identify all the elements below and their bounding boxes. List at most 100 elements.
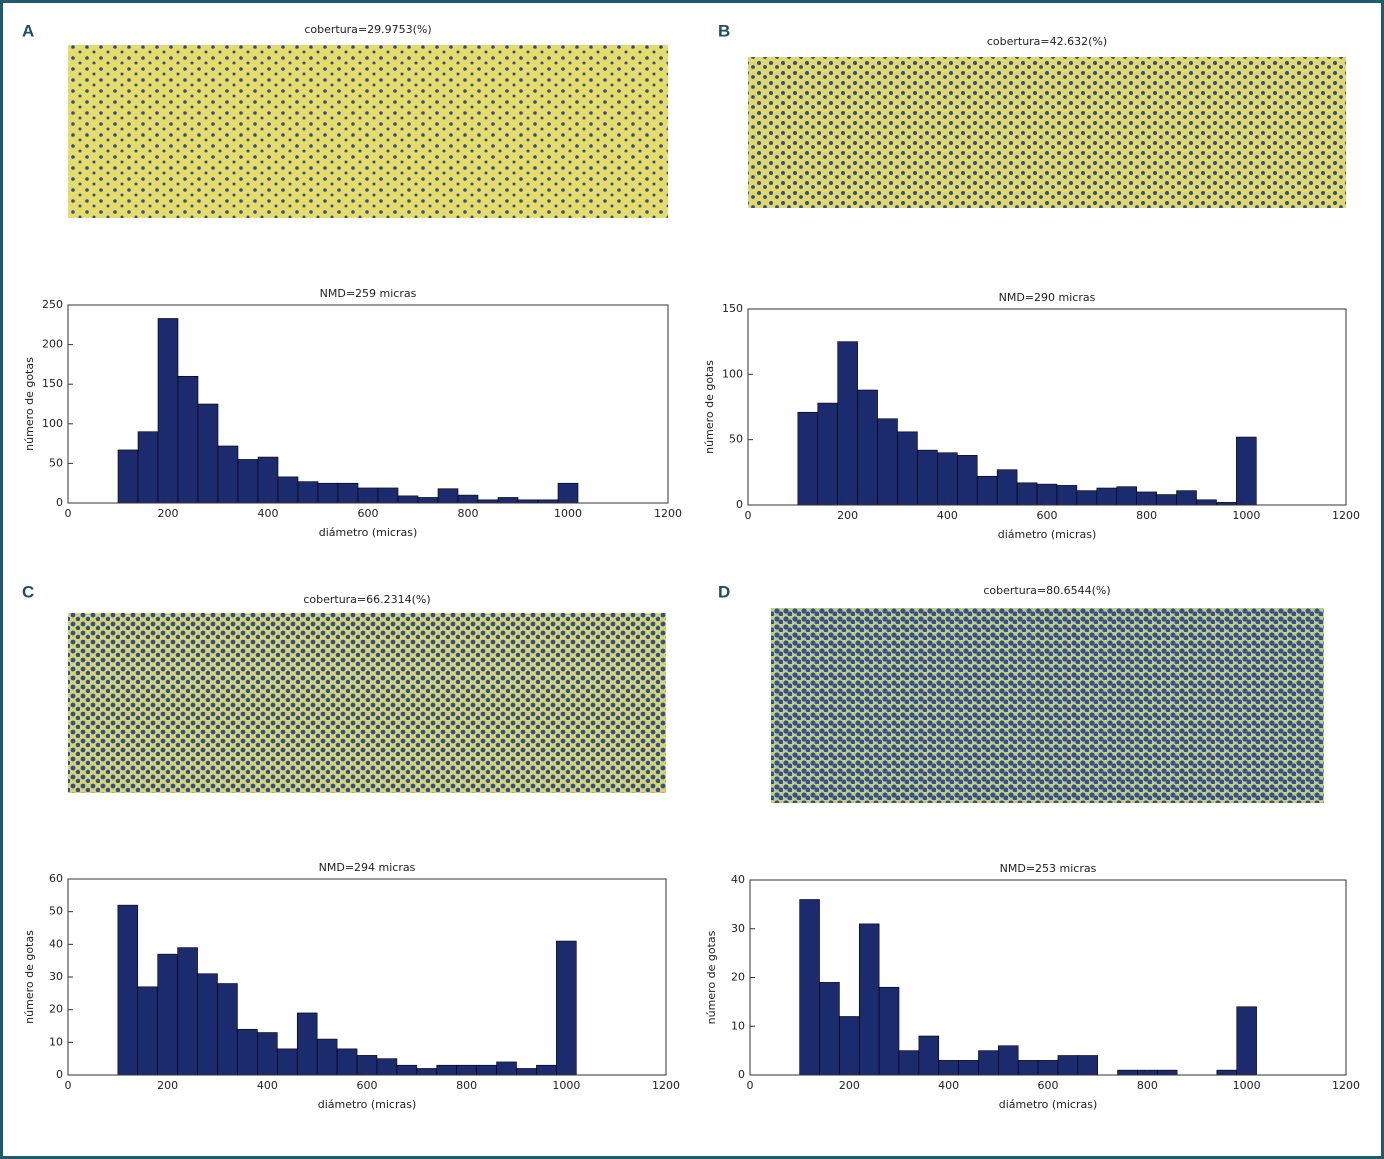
chart-title: NMD=290 micras <box>999 291 1096 304</box>
y-tick-label: 40 <box>731 873 745 886</box>
bar <box>878 986 900 1076</box>
y-tick-label: 30 <box>731 922 745 935</box>
y-tick-label: 40 <box>49 937 63 950</box>
bar <box>157 318 179 504</box>
y-tick-label: 0 <box>56 496 63 509</box>
bar <box>858 923 880 1076</box>
bar <box>937 452 958 506</box>
card-image <box>68 45 668 218</box>
x-tick-label: 0 <box>65 1079 72 1092</box>
bar <box>857 389 878 506</box>
x-tick-label: 1000 <box>1232 509 1260 522</box>
bar <box>976 475 998 506</box>
bar <box>516 1068 537 1076</box>
y-tick-label: 250 <box>42 298 63 311</box>
y-axis-label: número de gotas <box>703 360 716 454</box>
y-tick-label: 0 <box>738 1068 745 1081</box>
bar <box>316 1038 338 1076</box>
x-tick-label: 200 <box>157 1079 178 1092</box>
image-title: cobertura=66.2314(%) <box>303 593 430 606</box>
bar <box>819 982 840 1076</box>
x-tick-label: 1000 <box>552 1079 580 1092</box>
y-tick-label: 100 <box>42 417 63 430</box>
x-tick-label: 200 <box>158 507 179 520</box>
image-title: cobertura=29.9753(%) <box>304 23 431 36</box>
y-axis-label: número de gotas <box>705 930 718 1024</box>
bar <box>197 973 218 1076</box>
image-title: cobertura=80.6544(%) <box>983 584 1110 597</box>
panel-label: A <box>22 21 34 40</box>
x-tick-label: 800 <box>458 507 479 520</box>
bar <box>376 1058 398 1076</box>
x-tick-label: 800 <box>456 1079 477 1092</box>
bar <box>536 1064 557 1076</box>
x-tick-label: 1200 <box>1332 509 1360 522</box>
bar <box>157 953 178 1076</box>
bar <box>956 455 978 506</box>
bar <box>877 418 898 506</box>
bar <box>436 1064 457 1076</box>
bar <box>917 449 938 506</box>
bar <box>197 403 219 504</box>
bar <box>297 481 319 504</box>
panel-label: C <box>22 582 34 601</box>
x-axis-label: diámetro (micras) <box>319 526 417 539</box>
x-tick-label: 0 <box>747 1079 754 1092</box>
bar <box>898 1050 920 1076</box>
x-tick-label: 0 <box>65 507 72 520</box>
bar <box>797 411 819 506</box>
x-tick-label: 1000 <box>554 507 582 520</box>
bar <box>296 1012 318 1076</box>
bar <box>417 497 439 504</box>
x-tick-label: 400 <box>938 1079 959 1092</box>
bar <box>437 488 459 504</box>
y-tick-label: 200 <box>42 338 63 351</box>
x-tick-label: 600 <box>357 1079 378 1092</box>
bar <box>1077 1055 1098 1076</box>
bar <box>918 1035 940 1076</box>
y-tick-label: 10 <box>731 1019 745 1032</box>
x-axis-label: diámetro (micras) <box>318 1098 416 1111</box>
bar <box>416 1068 438 1076</box>
x-tick-label: 1200 <box>652 1079 680 1092</box>
x-tick-label: 1200 <box>1332 1079 1360 1092</box>
bar <box>1156 494 1177 506</box>
bar <box>337 482 359 504</box>
bar <box>117 449 139 504</box>
y-axis-label: número de gotas <box>23 930 36 1024</box>
y-tick-label: 20 <box>731 971 745 984</box>
x-tick-label: 600 <box>1038 1079 1059 1092</box>
bar <box>998 1045 1019 1076</box>
bar <box>839 1016 860 1076</box>
bar <box>837 341 858 506</box>
bar <box>799 899 820 1076</box>
bar <box>497 497 519 504</box>
x-axis-label: diámetro (micras) <box>999 1098 1097 1111</box>
bar <box>958 1060 979 1076</box>
x-tick-label: 600 <box>1037 509 1058 522</box>
x-tick-label: 200 <box>837 509 858 522</box>
x-tick-label: 400 <box>258 507 279 520</box>
bar <box>978 1050 999 1076</box>
card-image <box>771 608 1324 803</box>
bar <box>1076 490 1098 506</box>
bar <box>276 1048 298 1076</box>
x-tick-label: 800 <box>1136 509 1157 522</box>
bar <box>117 904 139 1076</box>
y-tick-label: 50 <box>49 456 63 469</box>
y-tick-label: 150 <box>722 302 743 315</box>
bar <box>137 431 159 504</box>
bar <box>396 1064 418 1076</box>
bar <box>996 469 1018 506</box>
bar <box>1236 436 1257 506</box>
bar <box>257 1032 278 1076</box>
bar <box>1117 1069 1138 1076</box>
bar <box>1016 482 1038 506</box>
card-image <box>68 613 666 793</box>
bar <box>177 375 199 504</box>
y-tick-label: 0 <box>56 1068 63 1081</box>
bar <box>1056 485 1078 506</box>
x-tick-label: 1200 <box>654 507 682 520</box>
